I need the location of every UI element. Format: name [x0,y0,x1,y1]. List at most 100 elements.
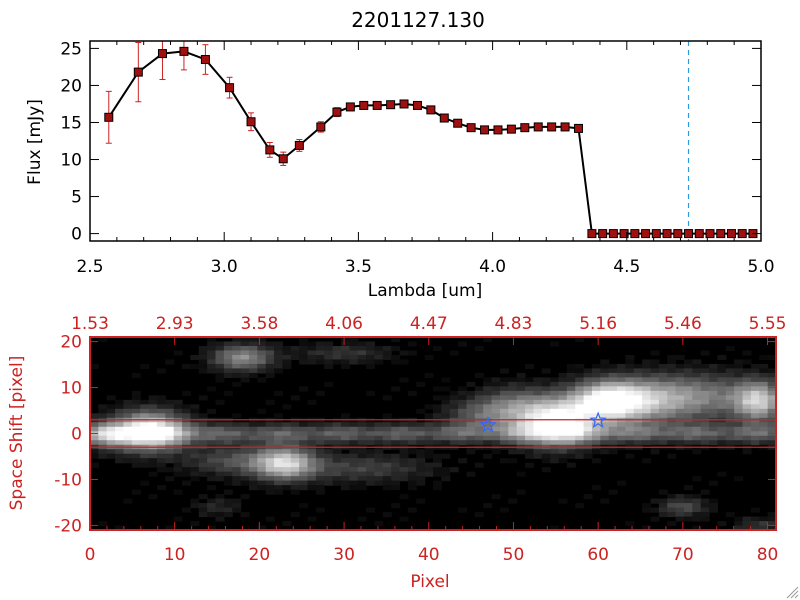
image-pixel [131,372,141,378]
image-pixel [591,458,601,464]
image-pixel [357,341,367,347]
image-pixel [349,345,359,352]
image-pixel [391,417,401,423]
image-pixel [140,431,150,437]
image-pixel [366,476,376,482]
image-pixel [232,350,242,356]
image-pixel [683,359,693,365]
image-pixel [207,503,217,509]
image-pixel [433,395,442,401]
image-pixel [357,426,367,432]
x-tick-label: 30 [333,545,355,565]
image-pixel [223,512,233,518]
image-pixel [617,408,627,414]
image-pixel [692,372,702,378]
image-pixel [349,341,359,347]
image-pixel [366,390,376,396]
image-pixel [190,417,200,423]
image-pixel [340,476,350,482]
image-pixel [658,390,668,396]
image-pixel [608,363,618,370]
image-pixel [667,413,677,419]
image-pixel [591,377,601,383]
image-pixel [290,462,300,468]
image-pixel [633,377,643,383]
image-pixel [591,386,601,392]
image-pixel [332,480,342,486]
image-pixel [692,408,702,414]
image-pixel [182,480,191,486]
image-pixel [658,498,668,504]
image-pixel [382,435,392,441]
image-pixel [617,372,627,378]
image-pixel [98,337,108,343]
x-tick-label: 40 [418,545,440,565]
image-pixel [207,485,217,491]
image-pixel [742,350,752,356]
image-pixel [759,426,769,432]
image-pixel [499,399,509,405]
image-pixel [466,422,476,428]
image-pixel [223,440,233,446]
image-pixel [248,372,258,378]
image-pixel [575,377,585,383]
image-pixel [324,462,334,468]
image-pixel [366,417,376,423]
image-pixel [499,381,509,387]
image-pixel [667,368,677,374]
image-pixel [265,368,275,374]
image-pixel [232,368,242,374]
image-pixel [516,489,526,495]
image-pixel [700,435,710,441]
image-pixel [257,350,267,356]
image-pixel [131,462,141,468]
image-pixel [433,422,442,428]
image-pixel [332,350,342,356]
image-pixel [274,480,284,486]
image-pixel [474,440,484,446]
image-pixel [533,422,543,428]
image-pixel [533,435,543,441]
image-pixel [257,449,267,455]
x-tick-label: 80 [757,545,779,565]
image-pixel [625,453,635,459]
image-pixel [416,431,426,437]
image-pixel [391,471,401,477]
image-pixel [558,435,568,441]
image-pixel [399,359,409,365]
image-pixel [207,525,217,531]
image-pixel [734,476,744,482]
image-pixel [416,467,426,473]
image-pixel [516,422,526,428]
image-pixel [190,449,200,455]
image-pixel [767,399,777,405]
image-pixel [533,431,543,437]
image-pixel [148,408,158,414]
flux-x-ticks: 2.5 3.0 3.5 4.0 4.5 5.0 [76,41,775,277]
image-pixel [759,381,769,387]
image-pixel [299,345,309,352]
image-pixel [424,453,434,459]
image-pixel [307,341,317,347]
image-pixel [449,435,459,441]
image-pixel [725,386,735,392]
image-pixel [709,395,719,401]
image-pixel [441,426,451,432]
image-pixel [734,363,744,370]
image-pixel [558,440,568,446]
image-pixel [709,422,719,428]
image-pixel [675,377,685,383]
image-pixel [190,440,200,446]
image-pixel [550,381,560,387]
image-pixel [148,458,158,464]
image-pixel [608,413,618,419]
image-pixel [583,386,593,392]
image-pixel [650,431,660,437]
image-pixel [734,368,744,374]
image-pixel [416,498,426,504]
image-pixel [307,422,317,428]
image-pixel [700,408,710,414]
image-pixel [675,395,685,401]
image-pixel [366,431,376,437]
image-pixel [140,363,150,370]
